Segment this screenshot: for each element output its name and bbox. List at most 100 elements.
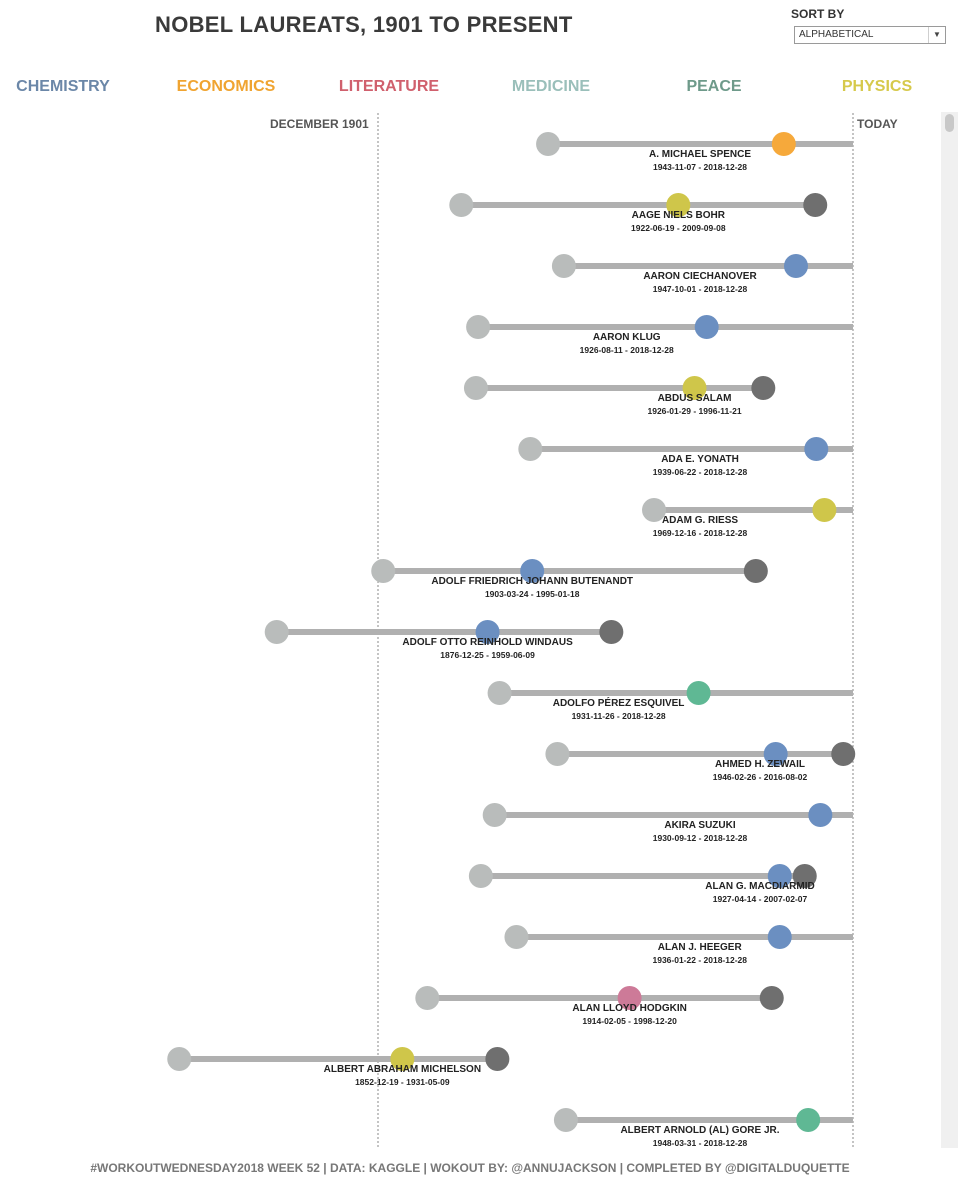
laureate-dates: 1946-02-26 - 2016-08-02 [713, 772, 808, 782]
laureate-dates: 1931-11-26 - 2018-12-28 [572, 711, 666, 721]
award-point [475, 620, 500, 644]
laureate-row: AARON CIECHANOVER 1947-10-01 - 2018-12-28 [551, 254, 853, 294]
laureate-name: AHMED H. ZEWAIL [715, 759, 805, 770]
laureate-dates: 1943-11-07 - 2018-12-28 [653, 162, 747, 172]
laureate-row: AHMED H. ZEWAIL 1946-02-26 - 2016-08-02 [545, 742, 856, 782]
laureate-dates: 1922-06-19 - 2009-09-08 [631, 223, 726, 233]
laureate-row: ALAN G. MACDIARMID 1927-04-14 - 2007-02-0… [468, 864, 817, 904]
laureate-dates: 1930-09-12 - 2018-12-28 [653, 833, 748, 843]
laureate-name: AARON CIECHANOVER [643, 271, 757, 282]
laureate-name: A. MICHAEL SPENCE [649, 149, 751, 160]
birth-point [504, 925, 529, 949]
chevron-down-icon[interactable]: ▼ [928, 27, 945, 43]
award-point [771, 132, 796, 156]
axis-start-label: DECEMBER 1901 [270, 117, 369, 131]
laureate-name: ALBERT ARNOLD (AL) GORE JR. [620, 1125, 779, 1136]
death-point [743, 559, 768, 583]
death-point [803, 193, 828, 217]
award-point [520, 559, 545, 583]
laureate-name: ADOLF FRIEDRICH JOHANN BUTENANDT [431, 576, 633, 587]
award-point [763, 742, 788, 766]
death-point [599, 620, 624, 644]
sort-by-label: SORT BY [791, 7, 845, 21]
birth-point [482, 803, 507, 827]
birth-point [167, 1047, 192, 1071]
laureate-dates: 1939-06-22 - 2018-12-28 [653, 467, 748, 477]
laureate-row: ABDUS SALAM 1926-01-29 - 1996-11-21 [463, 376, 776, 416]
laureate-name: AAGE NIELS BOHR [632, 210, 726, 221]
laureate-timeline-chart: A. MICHAEL SPENCE 1943-11-07 - 2018-12-28… [167, 113, 856, 1148]
legend-medicine[interactable]: MEDICINE [511, 78, 591, 95]
sort-by-value: ALPHABETICAL [799, 29, 874, 40]
award-point [808, 803, 833, 827]
laureate-name: ADOLFO PÉREZ ESQUIVEL [553, 696, 685, 709]
laureate-name: ABDUS SALAM [658, 393, 732, 404]
laureate-dates: 1947-10-01 - 2018-12-28 [653, 284, 748, 294]
birth-point [371, 559, 396, 583]
laureate-row: ADAM G. RIESS 1969-12-16 - 2018-12-28 [642, 498, 853, 538]
death-point [831, 742, 856, 766]
laureate-name: ALBERT ABRAHAM MICHELSON [324, 1064, 481, 1075]
birth-point [449, 193, 474, 217]
laureate-row: AKIRA SUZUKI 1930-09-12 - 2018-12-28 [482, 803, 853, 843]
legend-literature[interactable]: LITERATURE [338, 78, 440, 95]
laureate-dates: 1914-02-05 - 1998-12-20 [582, 1016, 677, 1026]
laureate-row: ADOLF FRIEDRICH JOHANN BUTENANDT 1903-03-… [371, 559, 768, 599]
laureate-row: ALAN J. HEEGER 1936-01-22 - 2018-12-28 [504, 925, 853, 965]
laureate-name: AARON KLUG [593, 332, 661, 343]
birth-point [518, 437, 543, 461]
scrollbar-thumb[interactable] [945, 114, 954, 132]
birth-point [466, 315, 491, 339]
laureate-dates: 1876-12-25 - 1959-06-09 [440, 650, 535, 660]
laureate-dates: 1948-03-31 - 2018-12-28 [653, 1138, 748, 1148]
laureate-row: AARON KLUG 1926-08-11 - 2018-12-28 [466, 315, 853, 355]
laureate-name: ALAN J. HEEGER [658, 942, 743, 953]
death-point [485, 1047, 510, 1071]
birth-point [553, 1108, 578, 1132]
laureate-row: ADOLFO PÉREZ ESQUIVEL 1931-11-26 - 2018-1… [487, 681, 853, 721]
laureate-row: ALBERT ABRAHAM MICHELSON 1852-12-19 - 193… [167, 1047, 510, 1087]
axis-end-label: TODAY [857, 117, 898, 131]
footer-credits: #WORKOUTWEDNESDAY2018 WEEK 52 | DATA: KA… [90, 1161, 850, 1175]
legend-physics[interactable]: PHYSICS [841, 78, 913, 95]
laureate-dates: 1936-01-22 - 2018-12-28 [652, 955, 747, 965]
award-point [804, 437, 829, 461]
laureate-dates: 1926-08-11 - 2018-12-28 [580, 345, 674, 355]
award-point [812, 498, 837, 522]
birth-point [487, 681, 512, 705]
award-point [783, 254, 808, 278]
laureate-row: ADOLF OTTO REINHOLD WINDAUS 1876-12-25 - … [264, 620, 624, 660]
award-point [796, 1108, 821, 1132]
laureate-row: ADA E. YONATH 1939-06-22 - 2018-12-28 [518, 437, 853, 477]
laureate-name: ADOLF OTTO REINHOLD WINDAUS [402, 637, 573, 648]
vertical-scrollbar[interactable] [941, 112, 958, 1148]
birth-point [551, 254, 576, 278]
award-point [390, 1047, 415, 1071]
award-point [617, 986, 642, 1010]
award-point [767, 864, 792, 888]
birth-point [536, 132, 561, 156]
laureate-row: ALBERT ARNOLD (AL) GORE JR. 1948-03-31 - … [553, 1108, 853, 1148]
birth-point [545, 742, 570, 766]
award-point [767, 925, 792, 949]
laureate-dates: 1969-12-16 - 2018-12-28 [653, 528, 748, 538]
legend-economics[interactable]: ECONOMICS [176, 78, 276, 95]
laureate-name: ALAN G. MACDIARMID [705, 881, 814, 892]
laureate-row: A. MICHAEL SPENCE 1943-11-07 - 2018-12-28 [536, 132, 853, 172]
birth-point [264, 620, 289, 644]
legend-chemistry[interactable]: CHEMISTRY [16, 78, 110, 95]
laureate-dates: 1852-12-19 - 1931-05-09 [355, 1077, 450, 1087]
award-point [686, 681, 711, 705]
birth-point [468, 864, 493, 888]
laureate-dates: 1903-03-24 - 1995-01-18 [485, 589, 580, 599]
sort-by-dropdown[interactable]: ALPHABETICAL ▼ [794, 26, 946, 44]
death-point [751, 376, 776, 400]
page-title: NOBEL LAUREATS, 1901 TO PRESENT [155, 12, 573, 37]
death-point [759, 986, 784, 1010]
legend-peace[interactable]: PEACE [686, 78, 742, 95]
death-point [792, 864, 817, 888]
award-point [666, 193, 691, 217]
laureate-name: ADA E. YONATH [661, 454, 739, 465]
birth-point [463, 376, 488, 400]
category-legend: CHEMISTRY ECONOMICS LITERATURE MEDICINE … [0, 78, 974, 98]
